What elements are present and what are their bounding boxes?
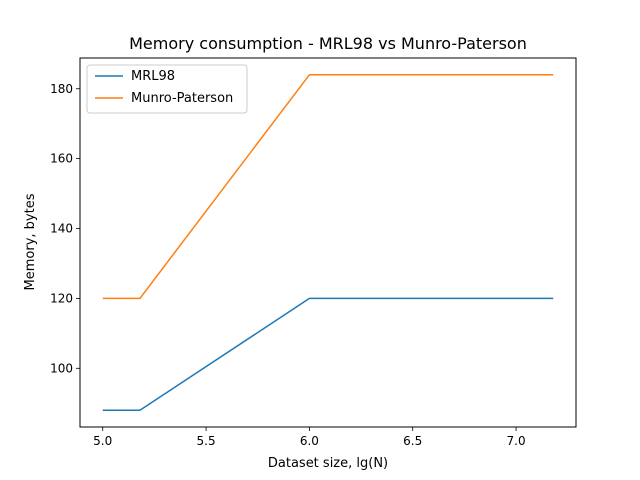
x-tick-label: 6.0 — [300, 434, 319, 448]
x-axis-label: Dataset size, lg(N) — [268, 456, 388, 471]
x-axis-ticks: 5.0 5.5 6.0 6.5 7.0 — [93, 427, 526, 448]
y-tick-label: 160 — [50, 152, 73, 166]
legend-label-mrl98: MRL98 — [131, 69, 175, 84]
y-tick-label: 140 — [50, 222, 73, 236]
x-tick-label: 6.5 — [403, 434, 422, 448]
x-tick-label: 5.5 — [197, 434, 216, 448]
y-tick-label: 100 — [50, 361, 73, 375]
y-axis-ticks: 100 120 140 160 180 — [50, 82, 80, 375]
y-tick-label: 120 — [50, 291, 73, 305]
plot-area-frame — [79, 57, 577, 428]
legend-box — [86, 64, 248, 114]
x-tick-label: 7.0 — [507, 434, 526, 448]
series-line-munro-paterson — [102, 74, 554, 300]
chart-title: Memory consumption - MRL98 vs Munro-Pate… — [129, 34, 527, 53]
y-axis-label: Memory, bytes — [23, 193, 38, 290]
y-tick-label: 180 — [50, 82, 73, 96]
series-layer — [102, 74, 554, 411]
x-tick-label: 5.0 — [93, 434, 112, 448]
legend-label-munro-paterson: Munro-Paterson — [131, 91, 233, 106]
legend: MRL98 Munro-Paterson — [86, 64, 248, 114]
series-line-mrl98 — [102, 297, 554, 411]
